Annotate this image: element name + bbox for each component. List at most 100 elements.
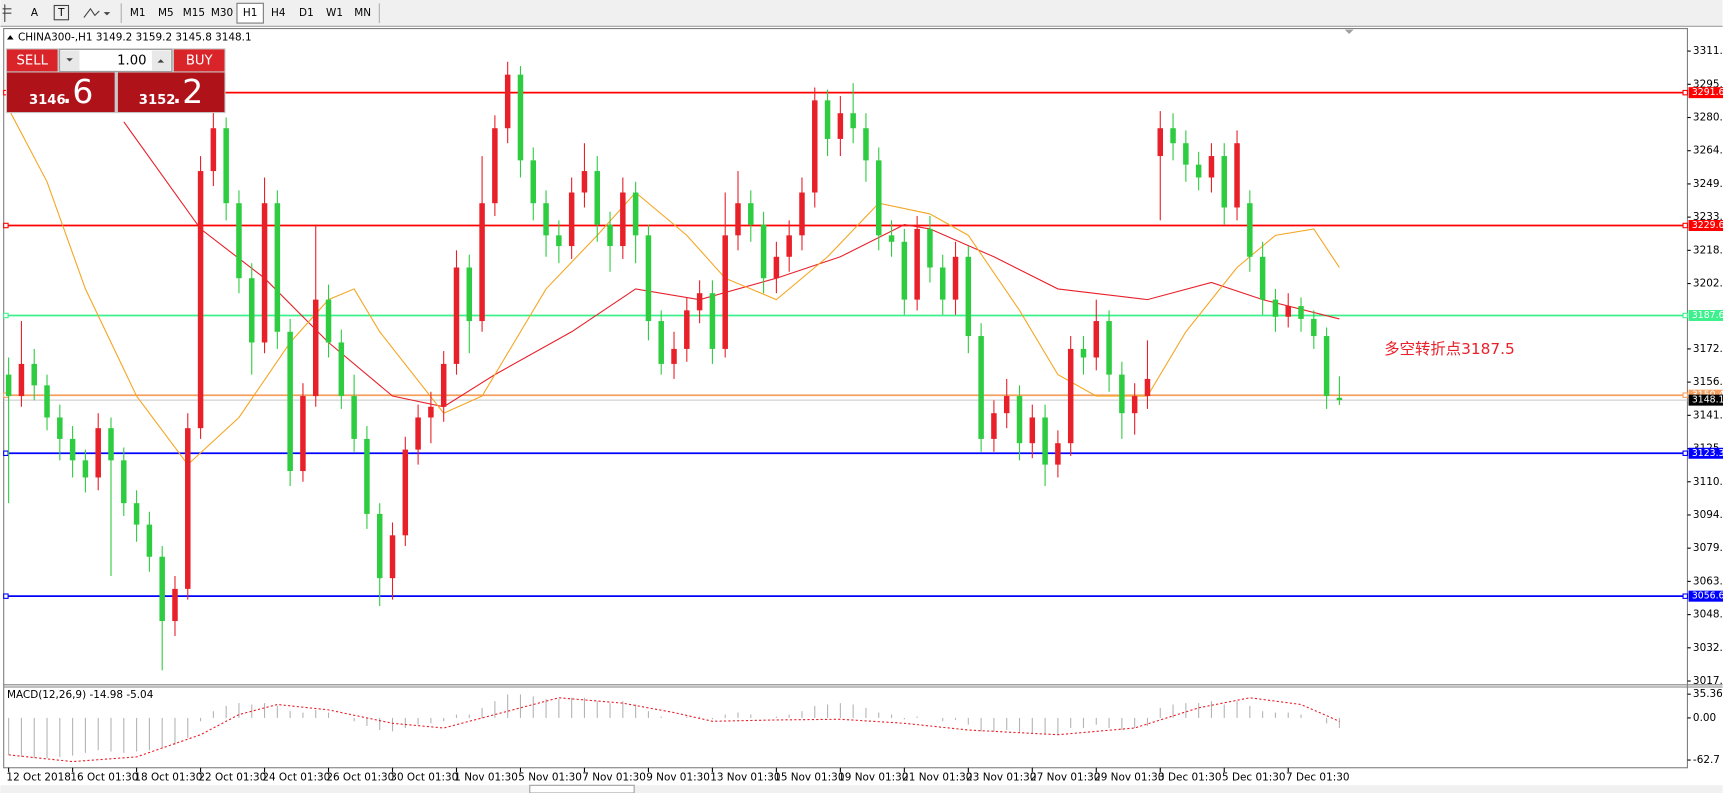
x-tick-label: 22 Oct 01:30 — [198, 772, 266, 784]
level-handle — [3, 593, 9, 599]
x-tick-label: 23 Nov 01:30 — [966, 772, 1036, 784]
timeframe-button[interactable] — [180, 3, 208, 24]
candle-body — [338, 342, 345, 397]
y-tick-label: 3110.0 — [1693, 476, 1723, 488]
y-tick-label: 3172.0 — [1693, 343, 1723, 355]
trade-panel: SELL 1.00 BUY 3146 .6 3152 .2 — [5, 48, 226, 114]
y-tick-label: 3141.0 — [1693, 409, 1723, 421]
buy-button[interactable] — [173, 49, 225, 72]
lot-up-arrow — [157, 59, 165, 63]
tab-strip — [0, 785, 1723, 793]
candle-body — [658, 321, 664, 364]
candle-body — [236, 203, 242, 279]
chart-frame — [3, 28, 1688, 769]
candle-body — [1234, 143, 1240, 208]
ask-box[interactable] — [117, 72, 225, 113]
candle-body — [594, 171, 600, 225]
bid-box[interactable] — [6, 72, 115, 113]
bid-main: 3146 — [29, 93, 66, 108]
candle-body — [197, 171, 204, 429]
timeframe-button[interactable] — [236, 2, 264, 24]
lot-value[interactable]: 1.00 — [117, 53, 146, 68]
timeframe-label[interactable]: H4 — [271, 7, 286, 19]
candle-body — [684, 310, 690, 349]
y-tick-label: 3311.0 — [1693, 45, 1723, 57]
timeframe-button[interactable] — [265, 3, 292, 24]
annotation: 多空转折点3187.5 — [1384, 340, 1515, 358]
text-tool[interactable]: A — [31, 7, 39, 19]
level-handle — [1682, 312, 1688, 319]
x-tick-label: 26 Oct 01:30 — [326, 772, 394, 784]
candle-body — [18, 363, 25, 397]
x-tick-label: 5 Dec 01:30 — [1222, 772, 1285, 784]
level-handle — [1682, 450, 1688, 457]
candle-body — [735, 203, 741, 236]
timeframe-label[interactable]: M5 — [158, 7, 174, 19]
timeframe-button[interactable] — [124, 3, 151, 24]
candle-body — [1272, 299, 1279, 317]
x-tick-label: 15 Nov 01:30 — [774, 772, 844, 784]
candle-body — [760, 224, 767, 279]
timeframe-button[interactable] — [208, 3, 236, 24]
level-label-bg — [1688, 590, 1723, 602]
x-tick-label: 9 Nov 01:30 — [646, 772, 710, 784]
candle-body — [1323, 336, 1330, 397]
candle-body — [1311, 318, 1317, 337]
level-label: 3148.1 — [1692, 395, 1723, 406]
label-tool-box[interactable] — [53, 4, 70, 21]
cursor-tool[interactable] — [2, 4, 12, 22]
candle-body — [952, 256, 959, 300]
buy-label[interactable]: BUY — [186, 53, 214, 68]
x-tick-label: 13 Nov 01:30 — [710, 772, 780, 784]
x-tick-label: 30 Oct 01:30 — [390, 772, 458, 784]
x-tick-label: 18 Oct 01:30 — [134, 772, 202, 784]
candle-body — [287, 331, 293, 472]
sell-button[interactable] — [6, 49, 58, 72]
y-tick-label: 3032.5 — [1693, 642, 1723, 654]
timeframe-label[interactable]: W1 — [326, 7, 343, 19]
candle-body — [31, 363, 37, 386]
sell-label[interactable]: SELL — [17, 53, 49, 68]
candle-body — [543, 203, 549, 236]
candle-body — [556, 235, 562, 247]
timeframe-button[interactable] — [349, 3, 376, 24]
timeframe-button[interactable] — [293, 3, 320, 24]
active-tab[interactable] — [529, 784, 635, 793]
candle-body — [364, 438, 370, 514]
timeframe-button[interactable] — [321, 3, 348, 24]
timeframe-label[interactable]: M1 — [130, 7, 146, 19]
x-tick-label: 19 Nov 01:30 — [838, 772, 908, 784]
candle-body — [1042, 417, 1048, 465]
shapes-tool[interactable] — [83, 7, 111, 18]
x-tick-label: 21 Nov 01:30 — [902, 772, 972, 784]
candle-body — [850, 113, 856, 129]
candle-body — [1003, 396, 1010, 414]
level-handle — [3, 450, 9, 457]
timeframe-label[interactable]: MN — [354, 7, 371, 19]
label-tool[interactable]: T — [57, 7, 65, 19]
candle-body — [1183, 143, 1189, 165]
candle-body — [428, 406, 434, 418]
x-tick-label: 12 Oct 2018 — [6, 772, 70, 784]
lot-input[interactable] — [59, 48, 173, 72]
candle-body — [1106, 321, 1112, 375]
timeframe-label[interactable]: M15 — [183, 7, 205, 19]
candle-body — [645, 235, 652, 322]
candle-body — [1055, 443, 1061, 465]
candle-body — [1080, 348, 1087, 358]
y-tick-label: 35.36 — [1693, 688, 1723, 700]
timeframe-button[interactable] — [152, 3, 179, 24]
timeframe-label[interactable]: M30 — [211, 7, 233, 19]
candle-body — [210, 128, 217, 172]
candle-body — [133, 503, 140, 525]
candle-body — [223, 128, 229, 204]
level-handle — [3, 312, 9, 319]
candle-body — [1157, 128, 1164, 157]
timeframe-label[interactable]: H1 — [243, 7, 257, 19]
candle-body — [568, 192, 575, 247]
candle-body — [1119, 374, 1125, 414]
x-tick-label: 5 Nov 01:30 — [518, 772, 582, 784]
candle-body — [1285, 306, 1291, 317]
timeframe-label[interactable]: D1 — [299, 7, 314, 19]
